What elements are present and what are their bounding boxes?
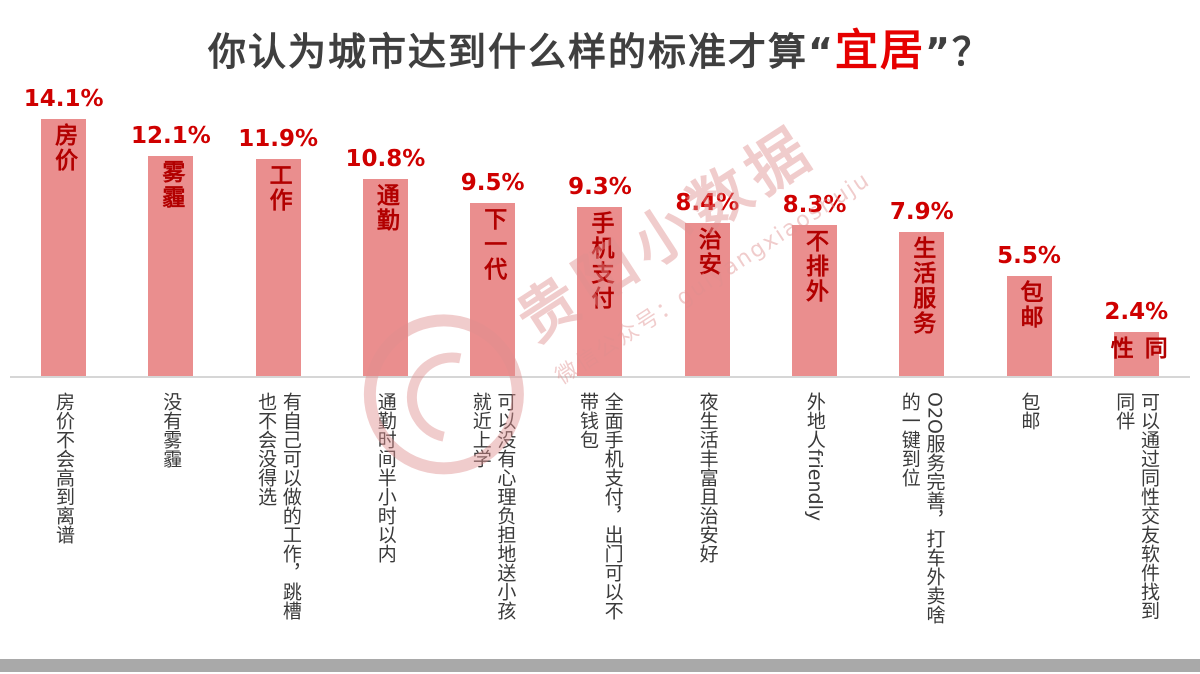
bar-category-label: 不排外 <box>801 229 828 304</box>
bar-description: 可以通过同性交友软件找到同伴 <box>1083 378 1190 656</box>
descriptions-row: 房价不会高到离谱 没有雾霾 有自己可以做的工作，跳槽也不会没得选 通勤时间半小时以内 可… <box>10 376 1190 656</box>
title-highlight: 宜居 <box>835 26 925 76</box>
bar-description-text: 可以没有心理负担地送小孩就近上学 <box>469 392 517 620</box>
bar-description: 全面手机支付，出门可以不带钱包 <box>546 378 653 656</box>
bar-value-label: 9.5% <box>460 170 525 196</box>
bar: 不排外 <box>791 225 837 376</box>
bar-description-text: 夜生活丰富且治安好 <box>696 392 719 563</box>
bar-description: 可以没有心理负担地送小孩就近上学 <box>439 378 546 656</box>
bar-value-label: 11.9% <box>238 126 319 152</box>
bar-column: 5.5% 包邮 <box>975 243 1082 376</box>
bar-column: 11.9% 工作 <box>225 126 332 376</box>
bar-category-label: 工作 <box>265 163 292 213</box>
bar-description-text: 包邮 <box>1018 392 1041 430</box>
bar: 手机支付 <box>577 207 623 376</box>
bar-value-label: 5.5% <box>997 243 1061 269</box>
bar-description-text: 没有雾霾 <box>160 392 183 468</box>
bar-category-label: 生活服务 <box>908 236 935 336</box>
bar-category-label: 房价 <box>50 123 77 173</box>
bar-category-label: 同性 <box>1106 336 1167 361</box>
bar-chart: 14.1% 房价 12.1% 雾霾 11.9% 工作 10.8% 通勤 9.5% 下一代 9.3% 手… <box>10 76 1190 376</box>
footer-strip <box>0 659 1200 672</box>
page-title: 你认为城市达到什么样的标准才算“宜居”？ <box>0 16 1200 78</box>
bar-description: 包邮 <box>975 378 1082 656</box>
bar-category-label: 通勤 <box>372 183 399 233</box>
bar-description-text: 外地人friendly <box>803 392 826 522</box>
bar-category-label: 包邮 <box>1016 280 1043 330</box>
bar-value-label: 12.1% <box>131 123 211 149</box>
bar-value-label: 8.3% <box>782 192 847 218</box>
bar-description-text: O2O服务完善，打车外卖啥的一键到位 <box>898 392 946 624</box>
bar-description-text: 有自己可以做的工作，跳槽也不会没得选 <box>255 392 302 620</box>
bar-description-text: 房价不会高到离谱 <box>52 392 75 544</box>
bar-column: 14.1% 房价 <box>10 86 117 376</box>
bar: 工作 <box>255 159 301 376</box>
bar-description: 有自己可以做的工作，跳槽也不会没得选 <box>225 378 332 656</box>
bar-description: O2O服务完善，打车外卖啥的一键到位 <box>868 378 975 656</box>
title-prefix: 你认为城市达到什么样的标准才算“ <box>208 30 835 74</box>
bar-description: 夜生活丰富且治安好 <box>654 378 761 656</box>
bar-value-label: 2.4% <box>1104 299 1169 325</box>
bar-column: 12.1% 雾霾 <box>117 123 224 376</box>
bar-value-label: 8.4% <box>675 190 740 216</box>
bar-description-text: 通勤时间半小时以内 <box>374 392 397 563</box>
title-suffix: ”？ <box>925 30 992 74</box>
bar-column: 8.4% 治安 <box>654 190 761 376</box>
bar: 房价 <box>41 119 87 376</box>
bar: 治安 <box>684 223 730 376</box>
bar-description-text: 全面手机支付，出门可以不带钱包 <box>576 392 624 620</box>
bar: 通勤 <box>362 179 408 376</box>
bar-column: 9.3% 手机支付 <box>546 174 653 376</box>
bar-column: 9.5% 下一代 <box>439 170 546 376</box>
bar-category-label: 治安 <box>694 227 721 277</box>
bar-category-label: 雾霾 <box>157 160 184 210</box>
bar-value-label: 9.3% <box>568 174 632 200</box>
bar: 包邮 <box>1006 276 1052 376</box>
bar-column: 7.9% 生活服务 <box>868 199 975 376</box>
bar-value-label: 7.9% <box>889 199 954 225</box>
bar-column: 10.8% 通勤 <box>332 146 439 376</box>
bar: 雾霾 <box>148 156 194 376</box>
bar: 下一代 <box>470 203 516 376</box>
bar-category-label: 手机支付 <box>586 211 613 311</box>
bar: 同性 <box>1106 332 1166 376</box>
bar-category-label: 下一代 <box>479 207 506 282</box>
bar-description: 没有雾霾 <box>117 378 224 656</box>
bar-description: 房价不会高到离谱 <box>10 378 117 656</box>
bar-description: 外地人friendly <box>761 378 868 656</box>
bar-description: 通勤时间半小时以内 <box>332 378 439 656</box>
bar-column: 2.4% 同性 <box>1083 299 1190 376</box>
bar-value-label: 14.1% <box>23 86 104 112</box>
bar-value-label: 10.8% <box>345 146 426 172</box>
bar-description-text: 可以通过同性交友软件找到同伴 <box>1113 392 1160 620</box>
bar-column: 8.3% 不排外 <box>761 192 868 376</box>
bar: 生活服务 <box>899 232 945 376</box>
